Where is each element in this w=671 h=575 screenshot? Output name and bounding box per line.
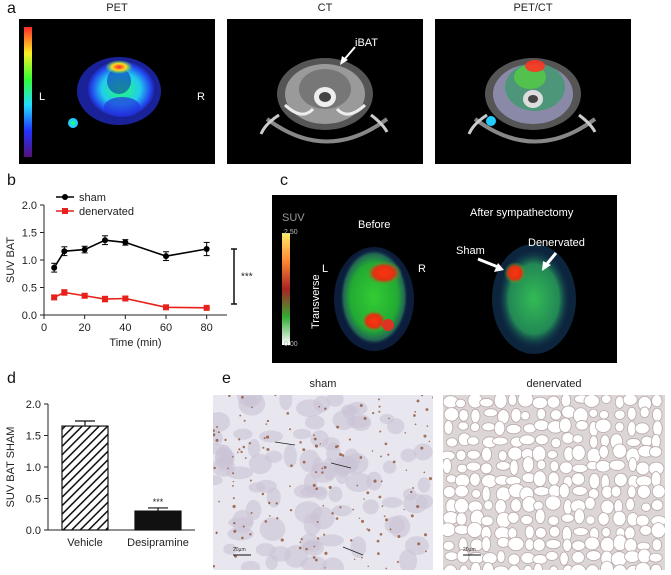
x-tick-label: 40 [119,322,131,334]
histology-sham-graphic [203,383,434,575]
y-tick-label: 0.5 [22,283,37,295]
pet-comparison-image: SUV 2.50 0.00 Transverse Before After sy… [272,195,617,363]
pet-title: PET [106,2,128,14]
y-axis-label: SUV BAT [5,237,17,284]
data-point-denervated [102,296,108,303]
data-point-denervated [81,292,88,299]
category-label: Desipramine [127,537,189,549]
y-tick-label: 1.5 [22,228,37,240]
significance-label: *** [153,497,164,507]
legend-marker-denervated [62,208,68,214]
panel-letter-a: a [7,0,16,17]
y-tick-label: 1.0 [22,255,37,267]
panel-letter-e: e [222,370,231,387]
histology-arrow-icon [342,546,364,556]
pet-image: L R [19,19,215,164]
data-point-denervated [203,304,210,311]
y-tick-label: 1.5 [26,431,41,443]
pet-colorbar [24,27,32,157]
y-tick-label: 2.0 [22,200,37,212]
data-point-sham [163,253,169,260]
e-denervated-title: denervated [526,378,582,390]
line-chart-b: 0.0 0.5 1.0 1.5 2.0 0 20 40 60 80 Time (min) SUV BA… [5,192,253,349]
y-tick-label: 0.0 [22,310,37,322]
suv-scale-min: 0.00 [284,341,298,348]
bar-Vehicle [61,425,109,531]
pet-right-label: R [197,91,205,103]
histology-denervated-image: 20µm [439,391,667,575]
legend-label-denervated: denervated [79,206,134,218]
ct-image: iBAT [227,19,423,164]
denervated-label: Denervated [528,237,585,249]
x-axis-label: Time (min) [109,337,161,349]
data-point-sham [61,248,68,255]
panel-letter-b: b [7,172,16,189]
x-tick-label: 20 [79,322,91,334]
c-left-label: L [322,263,329,275]
legend-label-sham: sham [79,192,106,204]
data-point-sham [203,246,210,252]
x-tick-label: 80 [201,322,213,334]
y-tick-label: 2.0 [26,399,41,411]
suv-label: SUV [282,212,305,224]
panel-letter-d: d [7,370,16,387]
bar-chart-d: 0.0 0.5 1.0 1.5 2.0 SUV BAT SHAM Vehicle Desipr… [5,399,195,549]
y-tick-label: 1.0 [26,462,41,474]
ct-scan-graphic [259,46,389,144]
category-label: Vehicle [67,537,102,549]
data-point-sham [102,237,108,244]
significance-label: *** [241,271,253,282]
sham-scale-bar-label: 20µm [233,547,246,553]
pet-comparison-graphic [282,233,576,354]
y-tick-label: 0.5 [26,494,41,506]
series-line-sham [53,239,207,269]
data-point-sham [122,239,129,246]
petct-title: PET/CT [513,2,553,14]
x-tick-label: 60 [160,322,172,334]
data-point-sham [81,246,88,253]
bar-Desipramine [134,510,182,531]
histology-arrow-icon [274,441,296,446]
data-point-denervated [61,289,68,296]
after-label: After sympathectomy [470,207,574,219]
ibat-label: iBAT [355,37,379,49]
data-point-denervated [122,295,129,302]
x-tick-label: 0 [41,322,47,334]
pet-left-label: L [39,91,46,103]
petct-scan-graphic [467,58,597,144]
suv-colorbar [282,233,290,345]
sham-label: Sham [456,245,485,257]
denervated-arrow-icon [544,252,558,266]
ct-title: CT [317,2,333,14]
panel-letter-c: c [280,172,288,189]
petct-image [435,19,631,164]
data-point-denervated [51,294,58,301]
y-axis-label: SUV BAT SHAM [5,427,17,508]
y-tick-label: 0.0 [26,525,41,537]
suv-scale-max: 2.50 [284,229,298,236]
histology-sham-image: 20µm [203,383,434,575]
histology-arrow-icon [330,462,352,469]
sham-arrow-icon [477,257,499,269]
orientation-label: Transverse [310,274,322,329]
legend-marker-sham [62,194,68,200]
data-point-denervated [163,304,169,311]
denervated-scale-bar-label: 20µm [463,547,476,553]
before-label: Before [358,219,391,231]
pet-scan-graphic [24,27,161,157]
histology-denervated-graphic [439,391,667,575]
c-right-label: R [418,263,426,275]
data-point-sham [51,264,58,271]
series-line-denervated [53,291,207,309]
e-sham-title: sham [309,378,337,390]
